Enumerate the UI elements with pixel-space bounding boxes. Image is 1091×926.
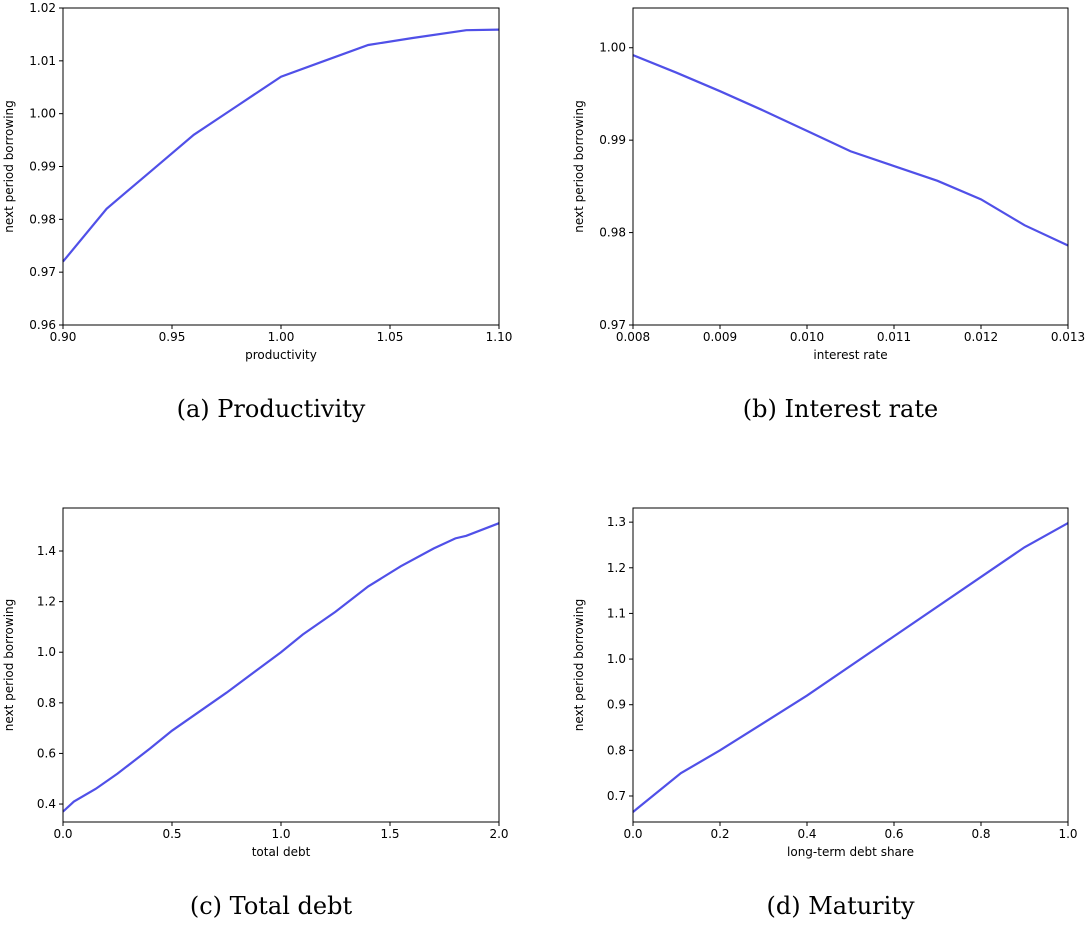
x-tick-label: 0.6	[884, 827, 903, 841]
data-line	[632, 522, 1069, 813]
y-tick-label: 1.0	[37, 645, 56, 659]
y-tick-label: 1.02	[29, 1, 56, 15]
y-tick-label: 0.97	[29, 265, 56, 279]
x-tick-label: 1.0	[271, 827, 290, 841]
y-tick-label: 0.6	[37, 746, 56, 760]
y-tick-label: 0.8	[37, 696, 56, 710]
y-tick-label: 0.97	[599, 318, 626, 332]
y-tick-label: 0.99	[599, 133, 626, 147]
y-tick-label: 1.00	[599, 41, 626, 55]
y-tick-label: 1.01	[29, 54, 56, 68]
x-tick-label: 0.5	[162, 827, 181, 841]
x-tick-label: 0.0	[53, 827, 72, 841]
axes-frame	[632, 507, 1069, 823]
caption: (a) Productivity	[177, 395, 366, 423]
data-line	[62, 28, 500, 263]
x-tick-label: 2.0	[489, 827, 508, 841]
x-tick-label: 0.4	[797, 827, 816, 841]
y-tick-label: 0.9	[607, 698, 626, 712]
y-tick-label: 0.99	[29, 160, 56, 174]
axes-frame	[62, 7, 500, 326]
x-axis-label: productivity	[245, 348, 317, 362]
x-tick-label: 1.10	[486, 330, 513, 344]
y-tick-label: 1.00	[29, 107, 56, 121]
y-tick-label: 1.4	[37, 544, 56, 558]
data-line	[632, 54, 1069, 247]
x-tick-label: 0.0	[623, 827, 642, 841]
y-tick-label: 0.98	[599, 226, 626, 240]
x-tick-label: 1.5	[380, 827, 399, 841]
x-tick-label: 0.013	[1051, 330, 1085, 344]
x-tick-label: 0.90	[50, 330, 77, 344]
x-tick-label: 1.0	[1058, 827, 1077, 841]
y-tick-label: 0.8	[607, 743, 626, 757]
x-tick-label: 0.012	[964, 330, 998, 344]
x-tick-label: 0.010	[790, 330, 824, 344]
y-tick-label: 1.3	[607, 515, 626, 529]
x-tick-label: 0.95	[159, 330, 186, 344]
y-axis-label: next period borrowing	[2, 100, 16, 233]
data-line	[62, 522, 500, 813]
caption: (b) Interest rate	[743, 395, 938, 423]
y-tick-label: 0.7	[607, 789, 626, 803]
x-axis-label: interest rate	[813, 348, 887, 362]
y-tick-label: 1.2	[607, 561, 626, 575]
x-tick-label: 1.05	[377, 330, 404, 344]
x-tick-label: 0.008	[616, 330, 650, 344]
x-tick-label: 0.011	[877, 330, 911, 344]
axes-frame	[62, 507, 500, 823]
x-tick-label: 0.2	[710, 827, 729, 841]
x-axis-label: long-term debt share	[787, 845, 914, 859]
y-tick-label: 1.1	[607, 606, 626, 620]
y-tick-label: 1.2	[37, 595, 56, 609]
y-tick-label: 0.96	[29, 318, 56, 332]
x-tick-label: 1.00	[268, 330, 295, 344]
y-axis-label: next period borrowing	[572, 100, 586, 233]
x-tick-label: 0.009	[703, 330, 737, 344]
x-axis-label: total debt	[252, 845, 311, 859]
y-tick-label: 0.98	[29, 212, 56, 226]
caption: (c) Total debt	[190, 892, 353, 920]
x-tick-label: 0.8	[971, 827, 990, 841]
y-axis-label: next period borrowing	[572, 599, 586, 732]
y-axis-label: next period borrowing	[2, 599, 16, 732]
axes-frame	[632, 7, 1069, 326]
y-tick-label: 0.4	[37, 797, 56, 811]
caption: (d) Maturity	[766, 892, 914, 920]
y-tick-label: 1.0	[607, 652, 626, 666]
